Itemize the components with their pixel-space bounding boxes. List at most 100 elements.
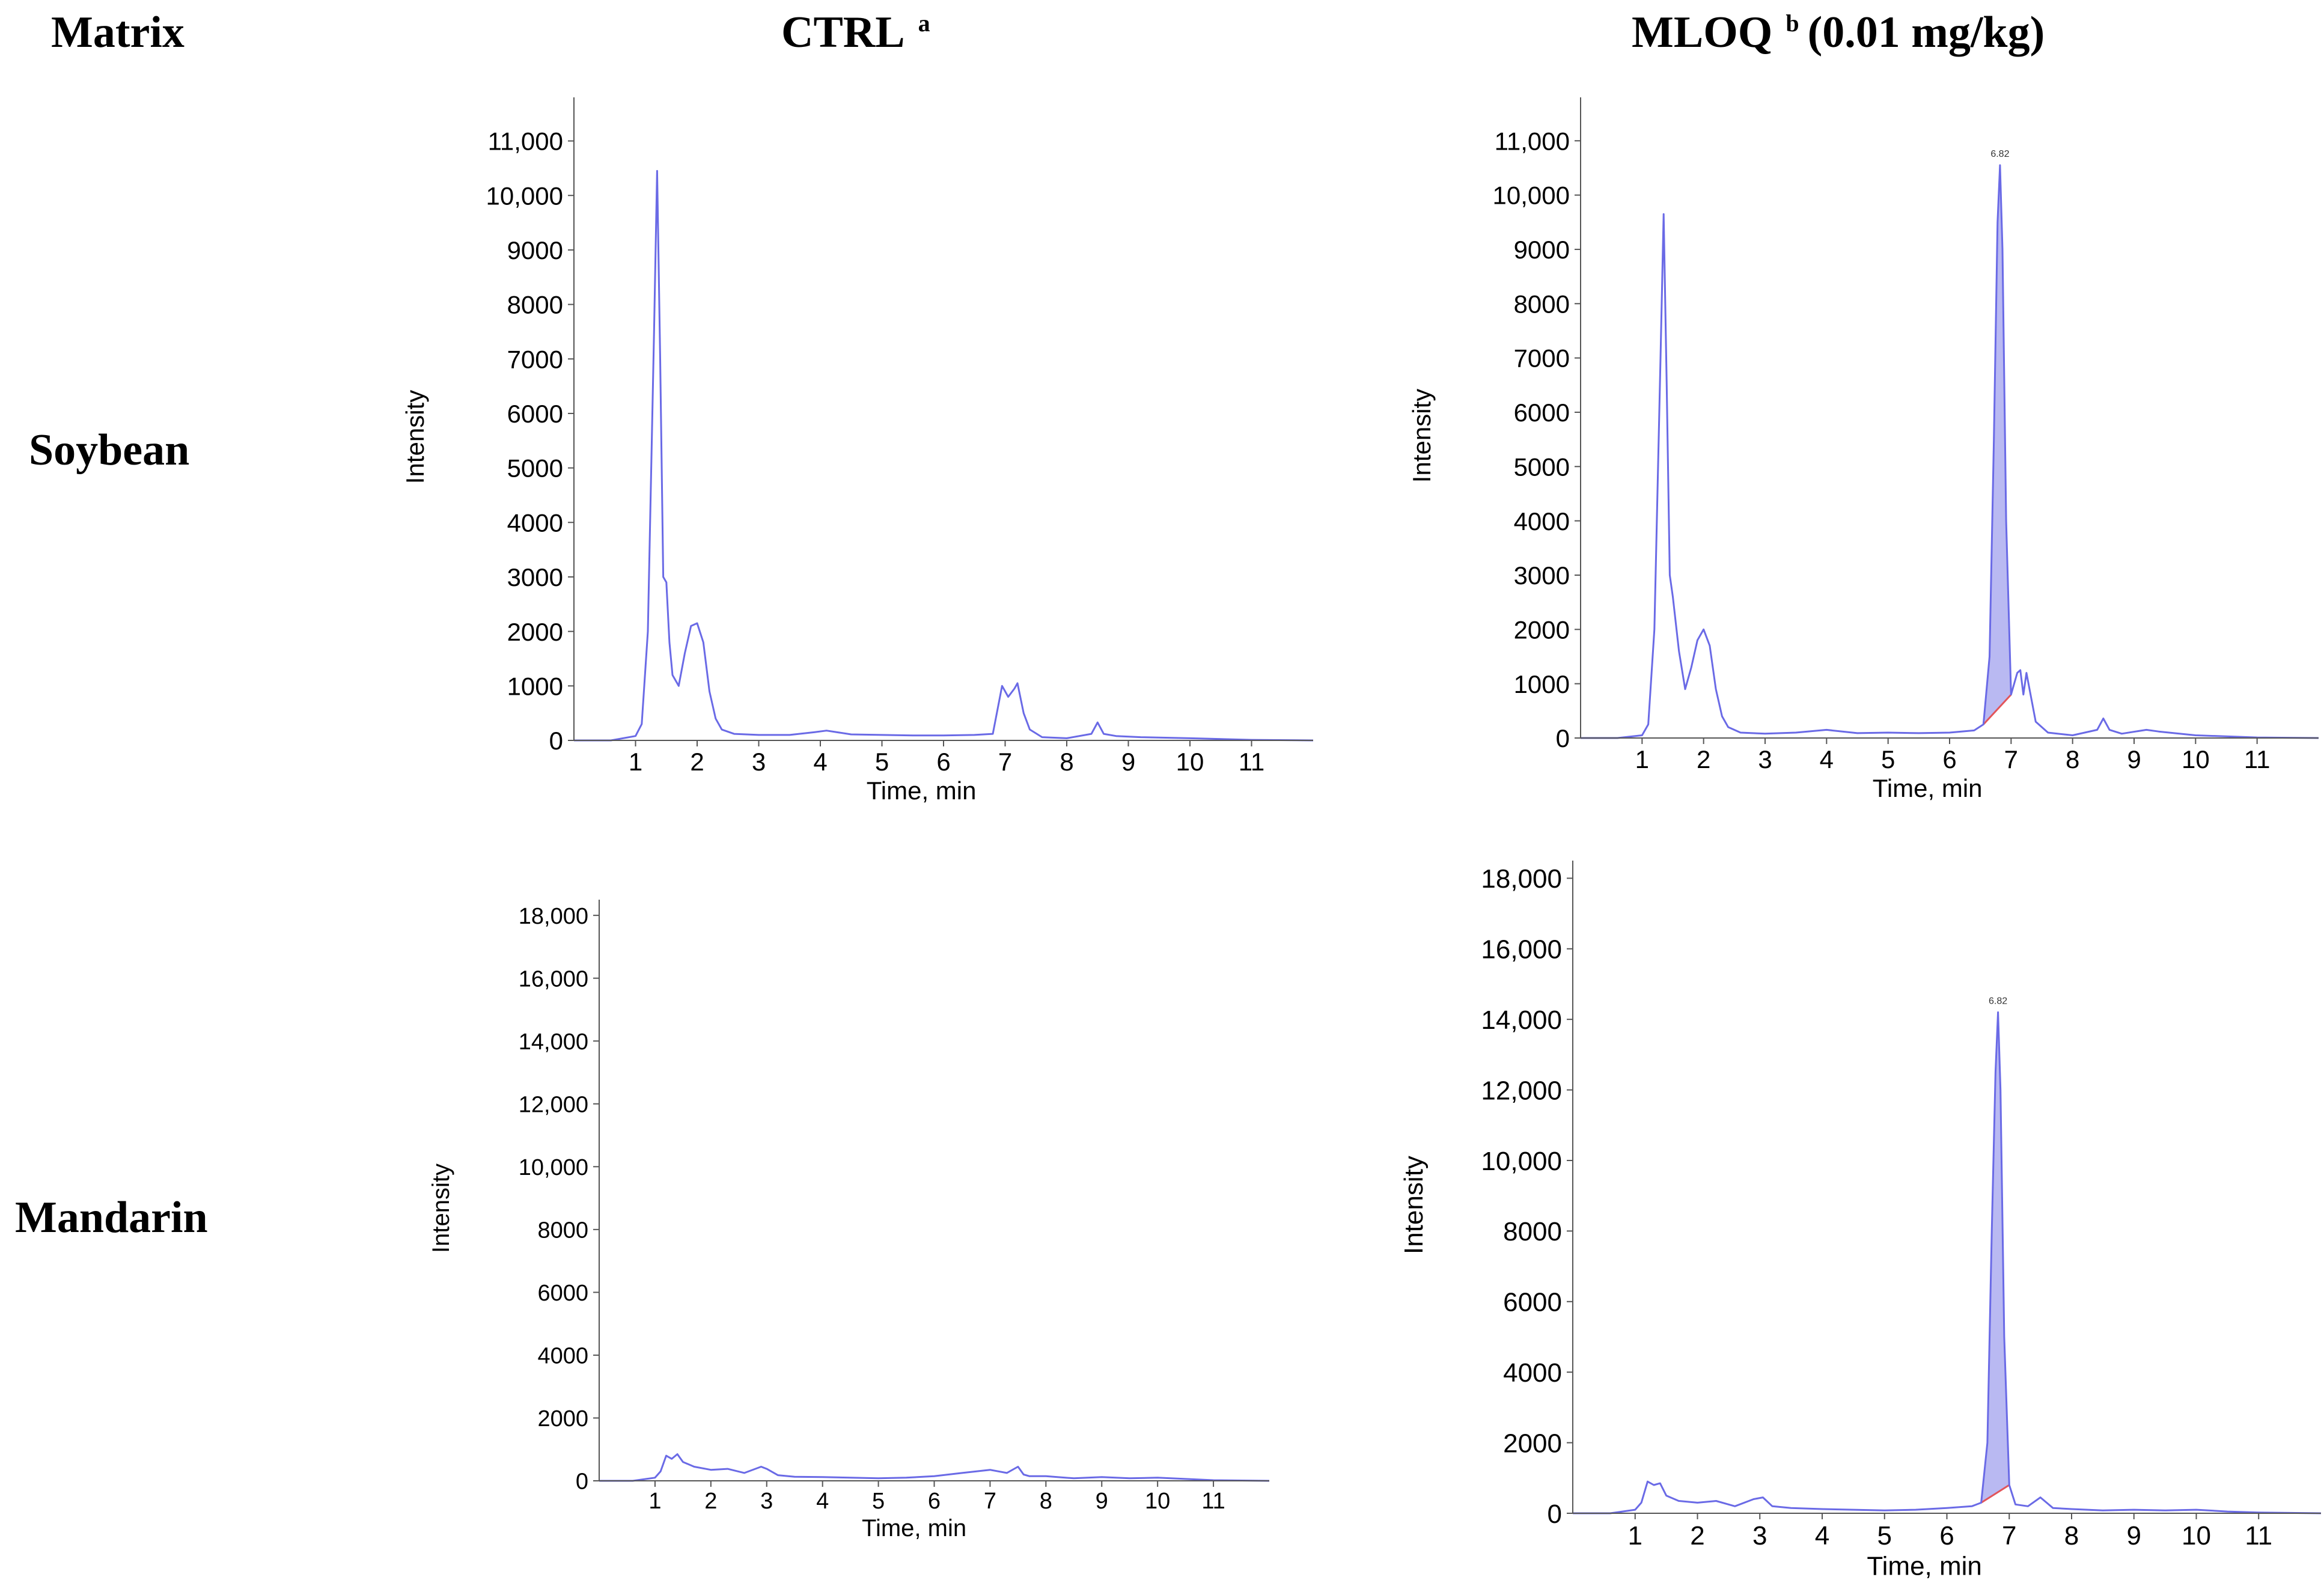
x-tick-label: 8	[2064, 1521, 2079, 1551]
x-tick-label: 8	[2066, 745, 2079, 773]
integrated-peak-area	[1983, 165, 2011, 725]
y-tick-label: 6000	[1503, 1288, 1562, 1317]
x-tick-label: 5	[872, 1489, 885, 1514]
x-tick-label: 10	[2182, 745, 2210, 773]
y-tick-label: 6000	[507, 400, 563, 428]
x-tick-label: 3	[760, 1489, 773, 1514]
x-tick-label: 5	[875, 748, 889, 776]
x-tick-label: 7	[998, 748, 1012, 776]
y-tick-label: 10,000	[519, 1155, 588, 1180]
chromatogram-trace	[599, 1453, 1270, 1482]
x-tick-label: 1	[1628, 1521, 1642, 1551]
row-label-mandarin: Mandarin	[15, 1193, 208, 1242]
x-tick-label: 1	[1635, 745, 1649, 773]
x-tick-label: 9	[1096, 1489, 1108, 1514]
y-tick-label: 4000	[1514, 507, 1570, 535]
y-tick-label: 0	[1556, 724, 1570, 752]
ctrl-header: CTRL a	[781, 8, 930, 57]
x-tick-label: 7	[2004, 745, 2018, 773]
chromatogram-trace	[574, 169, 1314, 742]
x-tick-label: 6	[936, 748, 950, 776]
x-tick-label: 2	[1690, 1521, 1704, 1551]
y-axis-label: Intensity	[428, 1164, 454, 1253]
y-tick-label: 3000	[507, 563, 563, 591]
x-axis-label: Time, min	[1873, 774, 1983, 802]
x-tick-label: 4	[816, 1489, 829, 1514]
y-tick-label: 14,000	[1481, 1005, 1562, 1035]
x-axis-label: Time, min	[862, 1515, 966, 1542]
peak-label: 6.82	[1990, 149, 2009, 159]
y-tick-label: 8000	[507, 291, 563, 319]
y-tick-label: 7000	[1514, 344, 1570, 373]
chart-mandarin-mloq: 6.82 0 2000 4000 6000 8000 10,000 12,000 14,000 1…	[1399, 861, 2322, 1581]
y-tick-label: 0	[1548, 1499, 1562, 1529]
y-tick-label: 11,000	[1495, 127, 1570, 155]
chart-mandarin-ctrl: 0 2000 4000 6000 8000 10,000 12,000 14,000 16,00…	[428, 900, 1270, 1542]
x-tick-label: 8	[1040, 1489, 1052, 1514]
y-tick-label: 9000	[507, 236, 563, 264]
x-tick-label: 3	[752, 748, 766, 776]
x-tick-label: 5	[1881, 745, 1895, 773]
integration-baseline	[1983, 694, 2012, 725]
y-tick-label: 2000	[1503, 1429, 1562, 1458]
y-tick-label: 1000	[507, 672, 563, 700]
y-tick-label: 7000	[507, 345, 563, 373]
x-tick-label: 5	[1877, 1521, 1892, 1551]
x-tick-label: 11	[2244, 745, 2271, 773]
y-tick-label: 5000	[507, 454, 563, 483]
x-tick-label: 11	[1201, 1489, 1225, 1514]
x-axis-label: Time, min	[1867, 1551, 1982, 1581]
y-tick-label: 10,000	[1481, 1147, 1562, 1176]
mloq-header-text: MLOQ	[1632, 8, 1772, 57]
y-tick-label: 0	[576, 1469, 588, 1495]
x-tick-label: 2	[1697, 745, 1710, 773]
chromatogram-trace	[1581, 164, 2319, 739]
y-tick-label: 11,000	[488, 127, 563, 156]
y-tick-label: 3000	[1514, 561, 1570, 590]
y-tick-label: 5000	[1514, 453, 1570, 481]
y-tick-label: 6000	[1514, 398, 1570, 427]
chart-soybean-mloq: 6.82 0 1000 2000 3000 4000 5000 6000 7000 8000 900…	[1408, 97, 2319, 802]
x-tick-label: 2	[704, 1489, 717, 1514]
x-tick-label: 6	[1942, 745, 1956, 773]
x-axis-label: Time, min	[867, 776, 977, 805]
y-tick-label: 18,000	[1481, 864, 1562, 894]
y-axis-label: Intensity	[401, 390, 429, 484]
x-tick-label: 8	[1060, 748, 1073, 776]
y-tick-label: 8000	[1514, 290, 1570, 318]
integrated-peak-area	[1981, 1012, 2010, 1503]
ctrl-header-text: CTRL	[781, 8, 905, 57]
chart-soybean-ctrl: 0 1000 2000 3000 4000 5000 6000 7000 8000 9000 10,…	[401, 97, 1314, 805]
y-tick-label: 10,000	[1493, 181, 1570, 210]
y-tick-label: 2000	[1514, 615, 1570, 644]
x-tick-label: 9	[2127, 1521, 2141, 1551]
y-tick-label: 16,000	[1481, 935, 1562, 965]
y-tick-label: 18,000	[519, 904, 588, 929]
mloq-header-superscript: b	[1786, 10, 1799, 37]
y-tick-label: 2000	[537, 1406, 588, 1432]
x-tick-label: 4	[1820, 745, 1834, 773]
y-tick-label: 8000	[537, 1218, 588, 1243]
x-tick-label: 10	[2182, 1521, 2211, 1551]
y-tick-label: 12,000	[519, 1092, 588, 1117]
x-tick-label: 3	[1758, 745, 1772, 773]
y-tick-label: 4000	[1503, 1358, 1562, 1388]
matrix-header: Matrix	[51, 8, 185, 57]
y-axis-label: Intensity	[1408, 389, 1436, 483]
peak-label: 6.82	[1989, 996, 2007, 1006]
y-tick-label: 4000	[537, 1344, 588, 1369]
mloq-header-rest: (0.01 mg/kg)	[1808, 8, 2045, 57]
integration-baseline	[1980, 1484, 2010, 1504]
row-label-soybean: Soybean	[29, 425, 189, 475]
y-tick-label: 4000	[507, 508, 563, 537]
y-tick-label: 2000	[507, 618, 563, 646]
y-tick-label: 12,000	[1481, 1076, 1562, 1105]
x-tick-label: 6	[928, 1489, 941, 1514]
x-tick-label: 10	[1176, 748, 1204, 776]
y-tick-label: 16,000	[519, 966, 588, 992]
x-tick-label: 2	[690, 748, 704, 776]
x-tick-label: 11	[2245, 1521, 2272, 1551]
ctrl-header-superscript: a	[918, 10, 930, 37]
y-tick-label: 10,000	[486, 181, 563, 210]
